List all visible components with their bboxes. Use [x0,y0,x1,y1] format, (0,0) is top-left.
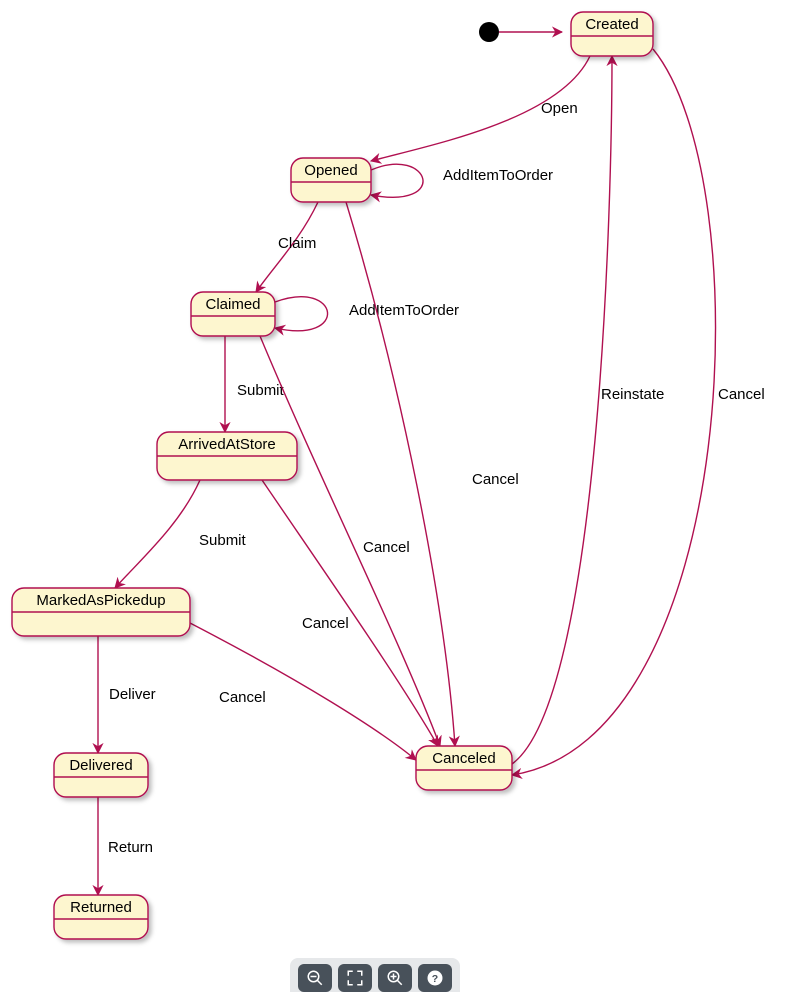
help-icon: ? [426,969,444,987]
state-delivered[interactable]: Delivered [54,753,148,797]
edge-label: Cancel [363,539,410,556]
edge-opened-canceled [346,202,455,746]
state-label: ArrivedAtStore [178,436,276,453]
state-arrived[interactable]: ArrivedAtStore [157,432,297,480]
zoom-out-button[interactable] [298,964,332,992]
edge-label: Deliver [109,686,156,703]
edge-arrived-canceled [262,480,438,746]
fit-button[interactable] [338,964,372,992]
state-label: Delivered [69,757,132,774]
state-label: Returned [70,899,132,916]
edge-label: Open [541,100,578,117]
edge-label: Cancel [302,615,349,632]
fit-icon [346,969,364,987]
state-label: Created [585,16,638,33]
edge-label: AddItemToOrder [443,167,553,184]
zoom-out-icon [306,969,324,987]
edge-label: Cancel [718,386,765,403]
edge-canceled-created [512,56,612,764]
state-diagram: Open AddItemToOrder Claim AddItemToOrder Sub… [0,0,793,985]
state-canceled[interactable]: Canceled [416,746,512,790]
zoom-in-icon [386,969,404,987]
initial-state [479,22,499,42]
state-claimed[interactable]: Claimed [191,292,275,336]
edge-claimed-claimed [275,297,328,331]
edge-created-canceled [512,49,716,775]
edge-label: Claim [278,235,316,252]
state-created[interactable]: Created [571,12,653,56]
svg-text:?: ? [432,973,438,985]
state-label: Opened [304,162,357,179]
state-returned[interactable]: Returned [54,895,148,939]
state-opened[interactable]: Opened [291,158,371,202]
state-label: MarkedAsPickedup [36,592,165,609]
edge-arrived-picked [115,480,200,588]
edge-label: Submit [237,382,285,399]
edge-label: AddItemToOrder [349,302,459,319]
state-picked[interactable]: MarkedAsPickedup [12,588,190,636]
edge-label: Return [108,839,153,856]
edge-label: Cancel [219,689,266,706]
edge-label: Cancel [472,471,519,488]
state-label: Canceled [432,750,495,767]
edge-label: Submit [199,532,247,549]
diagram-toolbar: ? [290,958,460,992]
state-label: Claimed [205,296,260,313]
zoom-in-button[interactable] [378,964,412,992]
edge-opened-opened [371,164,423,197]
help-button[interactable]: ? [418,964,452,992]
edge-label: Reinstate [601,386,664,403]
edge-claimed-canceled [260,336,440,746]
